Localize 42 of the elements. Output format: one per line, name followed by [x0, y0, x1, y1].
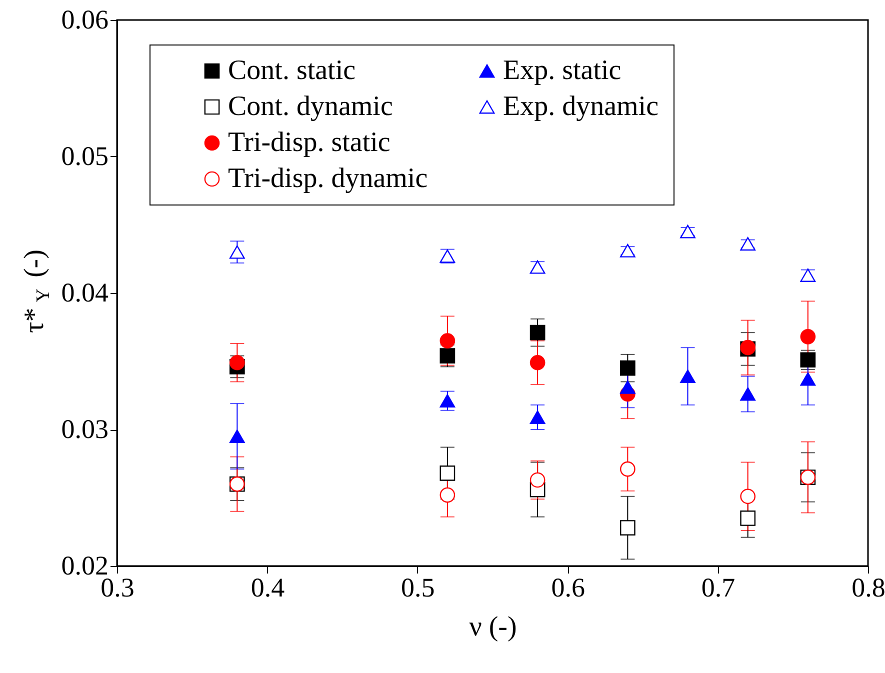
point — [530, 324, 546, 340]
point — [620, 244, 636, 258]
point — [440, 348, 456, 364]
y-tick-label: 0.04 — [61, 278, 109, 308]
point — [440, 466, 456, 481]
point — [740, 510, 756, 526]
legend-label: Exp. static — [503, 55, 622, 86]
point — [740, 237, 756, 251]
point — [620, 380, 636, 394]
point — [740, 387, 756, 401]
point — [680, 370, 696, 383]
legend-label: Tri-disp. static — [228, 127, 390, 158]
point — [800, 372, 816, 386]
point — [229, 354, 245, 370]
point — [530, 472, 546, 488]
y-tick-label: 0.03 — [61, 414, 108, 444]
legend-label: Exp. dynamic — [503, 91, 659, 122]
point — [800, 352, 816, 368]
x-tick-label: 0.8 — [852, 572, 885, 602]
y-axis-title: τ*Y (-) — [19, 250, 54, 333]
point — [440, 333, 456, 348]
point — [620, 461, 636, 477]
point — [229, 245, 245, 259]
y-tick-label: 0.06 — [61, 4, 108, 34]
point — [440, 394, 456, 408]
point — [620, 360, 636, 376]
y-tick-label: 0.05 — [61, 141, 108, 171]
legend-label: Cont. static — [228, 55, 356, 86]
x-tick-label: 0.5 — [401, 572, 435, 602]
x-tick-label: 0.4 — [250, 572, 286, 602]
point — [620, 520, 636, 536]
point — [800, 329, 816, 344]
point — [229, 430, 245, 444]
point — [740, 488, 756, 504]
point — [530, 354, 546, 370]
x-tick-label: 0.6 — [551, 572, 585, 602]
legend-label: Cont. dynamic — [228, 91, 393, 122]
point — [440, 487, 456, 503]
point — [530, 410, 546, 424]
legend-label: Tri-disp. dynamic — [228, 163, 428, 194]
x-tick-label: 0.7 — [701, 572, 736, 602]
x-axis-title: ν (-) — [469, 612, 517, 642]
